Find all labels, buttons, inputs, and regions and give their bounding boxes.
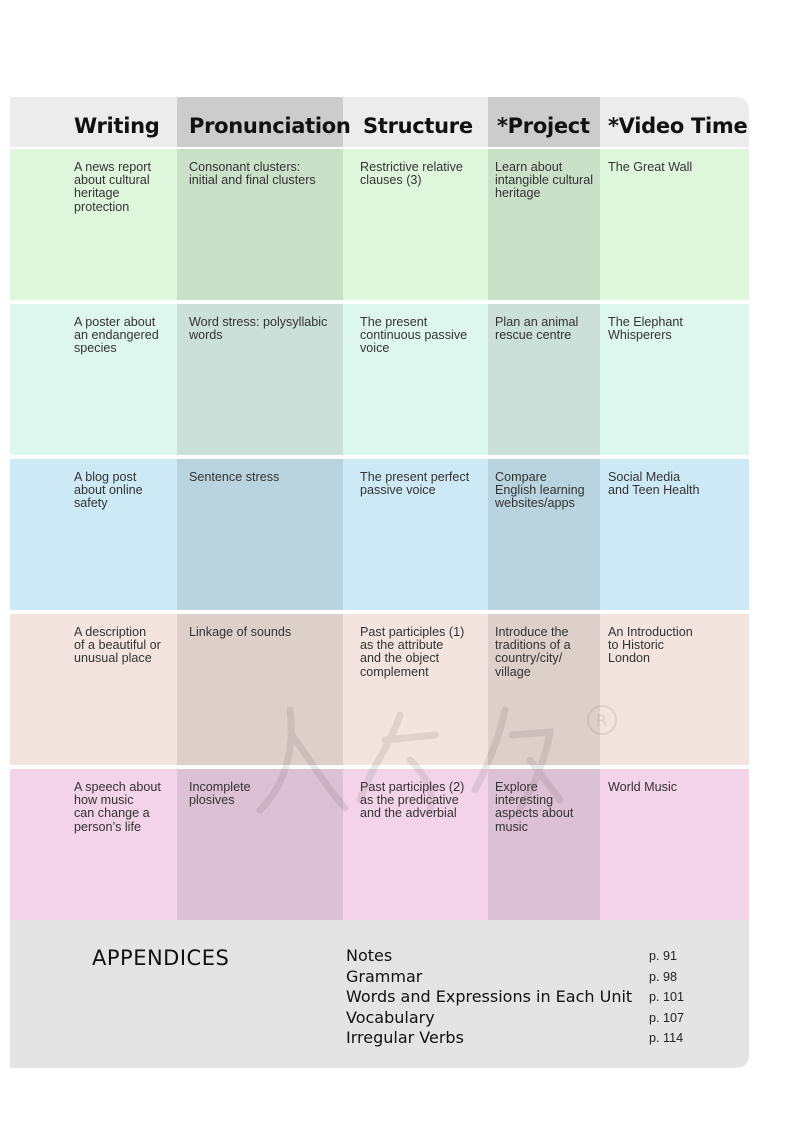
- cell-video-time-text: An Introduction to Historic London: [608, 625, 693, 666]
- appendix-page: p. 98: [649, 969, 678, 984]
- cell-pronunciation-text: Sentence stress: [189, 470, 280, 484]
- cell-writing: A poster about an endangered species: [10, 304, 177, 455]
- cell-video-time: The Great Wall: [600, 149, 749, 300]
- cell-structure-text: The present perfect passive voice: [360, 470, 470, 498]
- appendix-label: Vocabulary: [346, 1007, 435, 1027]
- cell-pronunciation: Linkage of sounds: [177, 614, 343, 765]
- cell-project: Introduce the traditions of a country/ci…: [488, 614, 600, 765]
- cell-project: Explore interesting aspects about music: [488, 769, 600, 920]
- cell-pronunciation: Incomplete plosives: [177, 769, 343, 920]
- cell-writing: A news report about cultural heritage pr…: [10, 149, 177, 300]
- cell-project: Plan an animal rescue centre: [488, 304, 600, 455]
- appendix-label: Words and Expressions in Each Unit: [346, 987, 633, 1006]
- appendices-section: APPENDICES Notes p. 91 Grammar p. 98 Wor…: [10, 920, 749, 1068]
- cell-pronunciation-text: Word stress: polysyllabic words: [189, 315, 328, 343]
- cell-writing-text: A poster about an endangered species: [74, 315, 159, 356]
- table-row: A poster about an endangered species Word…: [10, 304, 749, 455]
- appendix-item-irregular-verbs[interactable]: Irregular Verbs p. 114: [346, 1028, 706, 1049]
- cell-writing: A blog post about online safety: [10, 459, 177, 610]
- cell-writing: A description of a beautiful or unusual …: [10, 614, 177, 765]
- cell-pronunciation-text: Linkage of sounds: [189, 625, 292, 639]
- appendix-label: Grammar: [346, 966, 423, 986]
- cell-project: Compare English learning websites/apps: [488, 459, 600, 610]
- cell-pronunciation: Sentence stress: [177, 459, 343, 610]
- cell-video-time: An Introduction to Historic London: [600, 614, 749, 765]
- header-writing: Writing: [74, 114, 160, 138]
- cell-video-time: World Music: [600, 769, 749, 920]
- cell-video-time: Social Media and Teen Health: [600, 459, 749, 610]
- cell-writing-text: A speech about how music can change a pe…: [74, 780, 161, 834]
- appendix-label: Notes: [346, 946, 393, 965]
- table-row: A speech about how music can change a pe…: [10, 769, 749, 920]
- appendix-page: p. 91: [649, 949, 678, 963]
- appendix-page: p. 107: [649, 1010, 685, 1025]
- cell-project-text: Introduce the traditions of a country/ci…: [495, 625, 571, 679]
- cell-structure: Past participles (1) as the attribute an…: [343, 614, 488, 765]
- cell-writing-text: A description of a beautiful or unusual …: [74, 625, 161, 666]
- appendix-item-notes[interactable]: Notes p. 91: [346, 946, 706, 967]
- cell-video-time-text: The Great Wall: [608, 160, 693, 174]
- contents-table: Writing Pronunciation Structure *Project…: [10, 97, 749, 1068]
- cell-pronunciation: Word stress: polysyllabic words: [177, 304, 343, 455]
- appendix-item-vocabulary[interactable]: Vocabulary p. 107: [346, 1008, 706, 1029]
- cell-structure: The present continuous passive voice: [343, 304, 488, 455]
- appendix-item-words[interactable]: Words and Expressions in Each Unit p. 10…: [346, 987, 706, 1008]
- appendices-list: Notes p. 91 Grammar p. 98 Words and Expr…: [346, 946, 706, 1049]
- cell-pronunciation-text: Incomplete plosives: [189, 780, 251, 808]
- cell-writing-text: A news report about cultural heritage pr…: [74, 160, 152, 214]
- cell-project-text: Compare English learning websites/apps: [495, 470, 585, 511]
- cell-writing: A speech about how music can change a pe…: [10, 769, 177, 920]
- cell-structure: Restrictive relative clauses (3): [343, 149, 488, 300]
- cell-video-time-text: The Elephant Whisperers: [608, 315, 683, 343]
- cell-project: Learn about intangible cultural heritage: [488, 149, 600, 300]
- cell-pronunciation-text: Consonant clusters: initial and final cl…: [189, 160, 316, 188]
- header-project: *Project: [488, 97, 600, 147]
- cell-writing-text: A blog post about online safety: [74, 470, 143, 511]
- table-row: A news report about cultural heritage pr…: [10, 149, 749, 300]
- header-structure: Structure: [363, 114, 473, 138]
- appendices-title: APPENDICES: [92, 946, 230, 970]
- cell-pronunciation: Consonant clusters: initial and final cl…: [177, 149, 343, 300]
- table-row: A blog post about online safety Sentence …: [10, 459, 749, 610]
- cell-video-time: The Elephant Whisperers: [600, 304, 749, 455]
- appendix-page: p. 114: [649, 1031, 684, 1045]
- table-header: Writing Pronunciation Structure *Project…: [10, 97, 749, 147]
- cell-structure: Past participles (2) as the predicative …: [343, 769, 488, 920]
- header-video-time: *Video Time: [608, 114, 748, 138]
- cell-project-text: Explore interesting aspects about music: [495, 780, 574, 834]
- cell-structure-text: The present continuous passive voice: [360, 315, 468, 356]
- cell-structure-text: Restrictive relative clauses (3): [360, 160, 463, 188]
- cell-structure-text: Past participles (2) as the predicative …: [360, 780, 465, 821]
- cell-structure-text: Past participles (1) as the attribute an…: [360, 625, 465, 679]
- table-row: A description of a beautiful or unusual …: [10, 614, 749, 765]
- cell-project-text: Learn about intangible cultural heritage: [495, 160, 594, 201]
- cell-structure: The present perfect passive voice: [343, 459, 488, 610]
- appendix-item-grammar[interactable]: Grammar p. 98: [346, 967, 706, 988]
- cell-video-time-text: World Music: [608, 780, 678, 794]
- cell-project-text: Plan an animal rescue centre: [495, 315, 579, 343]
- appendix-label: Irregular Verbs: [346, 1028, 464, 1047]
- appendix-page: p. 101: [649, 990, 685, 1004]
- cell-video-time-text: Social Media and Teen Health: [608, 470, 700, 498]
- header-pronunciation: Pronunciation: [177, 97, 351, 147]
